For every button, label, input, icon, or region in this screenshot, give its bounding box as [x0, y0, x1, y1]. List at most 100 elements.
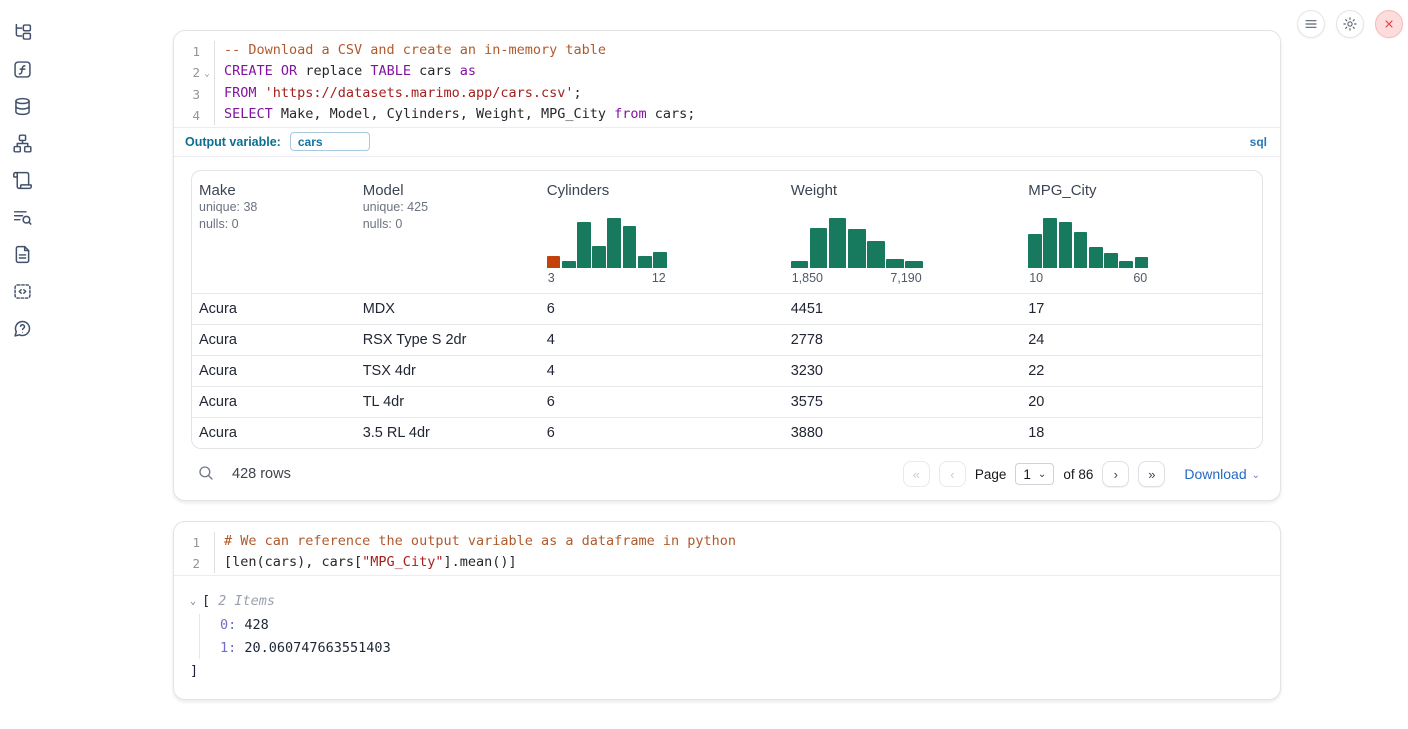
histogram-bar[interactable]	[1028, 234, 1042, 268]
column-name: Model	[362, 182, 404, 199]
table-cell[interactable]: Acura	[199, 332, 237, 348]
table-cell[interactable]: 22	[1028, 363, 1045, 379]
scroll-icon[interactable]	[12, 170, 33, 191]
histogram-bar[interactable]	[653, 252, 667, 268]
column-header-cylinders[interactable]: Cylinders 3 12	[540, 171, 784, 293]
code-text[interactable]: [len(cars), cars["MPG_City"].mean()]	[214, 552, 1280, 573]
histogram-bar[interactable]	[546, 256, 561, 268]
table-cell[interactable]: 6	[546, 394, 555, 410]
histogram-bar[interactable]	[809, 228, 828, 268]
table-cell[interactable]: Acura	[199, 394, 237, 410]
histogram-bar[interactable]	[1058, 222, 1073, 268]
table-cell[interactable]: 2778	[790, 332, 823, 348]
column-header-weight[interactable]: Weight 1,850 7,190	[784, 171, 1022, 293]
table-cell[interactable]: 4451	[790, 301, 823, 317]
table-cell[interactable]: TSX 4dr	[362, 363, 416, 379]
tree-items-count: 2 Items	[218, 593, 276, 609]
python-code-editor[interactable]: 1 # We can reference the output variable …	[174, 522, 1280, 575]
output-variable-input[interactable]	[289, 132, 370, 151]
histogram-bar[interactable]	[1104, 253, 1118, 268]
table-cell[interactable]: 3.5 RL 4dr	[362, 425, 430, 441]
table-cell[interactable]: Acura	[199, 301, 237, 317]
tree-collapse-icon[interactable]: ⌄	[190, 595, 197, 607]
sidebar	[0, 0, 44, 339]
function-icon[interactable]	[12, 59, 33, 80]
column-header-make[interactable]: Make unique: 38 nulls: 0	[192, 171, 356, 293]
table-cell[interactable]: RSX Type S 2dr	[362, 332, 467, 348]
table-cell[interactable]: TL 4dr	[362, 394, 405, 410]
table-cell[interactable]: 4	[546, 332, 555, 348]
histogram-max-label: 12	[651, 271, 666, 285]
histogram-bar[interactable]	[790, 261, 809, 268]
histogram-bar[interactable]	[607, 218, 622, 268]
table-row: Acura TSX 4dr 4 3230 22	[192, 355, 1262, 386]
histogram-bars	[1028, 216, 1149, 268]
histogram-bar[interactable]	[1119, 261, 1134, 268]
table-cell[interactable]: 18	[1028, 425, 1045, 441]
document-icon[interactable]	[12, 244, 33, 265]
histogram-bar[interactable]	[1134, 257, 1149, 268]
histogram-bar[interactable]	[1073, 232, 1088, 268]
snippets-icon[interactable]	[12, 281, 33, 302]
table-cell[interactable]: 24	[1028, 332, 1045, 348]
code-token: -- Download a CSV and create an in-memor…	[224, 42, 607, 58]
table-cell[interactable]: Acura	[199, 425, 237, 441]
code-token: as	[459, 62, 477, 79]
table-cell[interactable]: 6	[546, 425, 555, 441]
histogram-bar[interactable]	[577, 222, 591, 268]
fold-spacer	[200, 105, 214, 126]
histogram-bar[interactable]	[828, 218, 847, 268]
code-text[interactable]: CREATE OR replace TABLE cars as	[214, 61, 1280, 84]
tree-entries: 0: 428 1: 20.060747663551403	[199, 614, 1264, 659]
table-cell[interactable]: MDX	[362, 301, 395, 317]
settings-button[interactable]	[1336, 10, 1364, 38]
database-icon[interactable]	[12, 96, 33, 117]
table-footer: 428 rows « ‹ Page 1 ⌄ of 86 › »	[191, 459, 1263, 489]
table-cell[interactable]: 4	[546, 363, 555, 379]
histogram-bar[interactable]	[1043, 218, 1058, 268]
table-cell[interactable]: 3880	[790, 425, 823, 441]
last-page-button[interactable]: »	[1138, 461, 1166, 487]
fold-chevron-icon[interactable]: ⌄	[204, 68, 210, 79]
table-cell[interactable]: 17	[1028, 301, 1045, 317]
page-select[interactable]: 1 ⌄	[1015, 463, 1055, 485]
code-text[interactable]: -- Download a CSV and create an in-memor…	[214, 41, 1280, 62]
prev-page-button[interactable]: ‹	[938, 461, 966, 487]
code-token: OR	[280, 62, 298, 79]
table-cell[interactable]: 6	[546, 301, 555, 317]
histogram-bar[interactable]	[847, 229, 866, 268]
tree-entry: 0: 428	[220, 614, 1264, 637]
histogram-bar[interactable]	[637, 256, 652, 268]
dependency-graph-icon[interactable]	[12, 133, 33, 154]
next-page-button[interactable]: ›	[1102, 461, 1130, 487]
table-cell[interactable]: 3575	[790, 394, 823, 410]
histogram-bar[interactable]	[592, 246, 606, 268]
menu-button[interactable]	[1297, 10, 1325, 38]
histogram-bar[interactable]	[886, 259, 904, 268]
histogram-bar[interactable]	[561, 261, 576, 268]
table-cell[interactable]: Acura	[199, 363, 237, 379]
sql-code-editor[interactable]: 1 -- Download a CSV and create an in-memo…	[174, 31, 1280, 127]
search-icon[interactable]	[196, 464, 216, 484]
close-button[interactable]	[1375, 10, 1403, 38]
table-cell[interactable]: 3230	[790, 363, 823, 379]
table-cell[interactable]: 20	[1028, 394, 1045, 410]
histogram-bar[interactable]	[1088, 247, 1103, 268]
first-page-button[interactable]: «	[902, 461, 930, 487]
code-token: Make, Model, Cylinders, Weight, MPG_City	[272, 105, 615, 122]
column-header-mpg_city[interactable]: MPG_City 10 60	[1021, 171, 1262, 293]
code-token	[257, 85, 265, 101]
column-stat: unique: 38	[199, 200, 258, 214]
histogram: 3 12	[546, 216, 667, 285]
histogram-bar[interactable]	[867, 241, 885, 268]
help-icon[interactable]	[12, 318, 33, 339]
code-text[interactable]: SELECT Make, Model, Cylinders, Weight, M…	[214, 104, 1280, 125]
histogram-bar[interactable]	[905, 261, 923, 268]
file-tree-icon[interactable]	[12, 22, 33, 43]
log-search-icon[interactable]	[12, 207, 33, 228]
histogram-bar[interactable]	[622, 226, 637, 268]
download-button[interactable]: Download ⌄	[1184, 466, 1260, 482]
column-header-model[interactable]: Model unique: 425 nulls: 0	[356, 171, 540, 293]
code-text[interactable]: # We can reference the output variable a…	[214, 532, 1280, 553]
code-text[interactable]: FROM 'https://datasets.marimo.app/cars.c…	[214, 84, 1280, 105]
